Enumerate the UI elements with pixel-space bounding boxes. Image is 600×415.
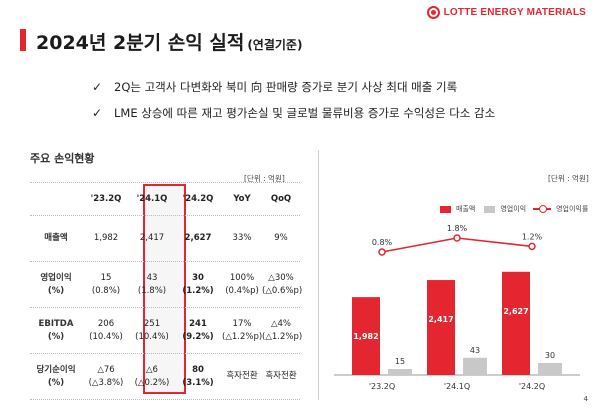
op-bar bbox=[463, 357, 487, 375]
row-label: 매출액 bbox=[44, 233, 68, 244]
table-header-cell: YoY bbox=[233, 193, 251, 204]
margin-point bbox=[378, 248, 386, 256]
table-cell: 흑자전환 bbox=[226, 371, 258, 382]
page-number: 4 bbox=[583, 395, 588, 403]
row-label: 영업이익 (%) bbox=[40, 272, 72, 296]
table-cell: 80 (3.1%) bbox=[182, 364, 214, 388]
table-header-cell: '24.2Q bbox=[182, 193, 214, 204]
bullet-item: ✓ LME 상승에 따른 재고 평가손실 및 글로벌 물류비용 증가로 수익성은… bbox=[92, 100, 495, 126]
table-cell: 251 (10.4%) bbox=[135, 318, 169, 342]
legend-label-margin: 영업이익률 bbox=[556, 205, 589, 213]
earnings-chart: 1,982 15 '23.2Q 2,417 43 '24.1Q 2,627 30 '24.2Q 0… bbox=[334, 224, 580, 391]
sales-bar-label: 1,982 bbox=[353, 332, 378, 341]
op-bar bbox=[538, 363, 562, 375]
row-label: EBITDA (%) bbox=[38, 318, 74, 342]
margin-label: 1.8% bbox=[447, 224, 468, 233]
brand-logo: LOTTE ENERGY MATERIALS bbox=[426, 6, 586, 19]
legend-swatch-op bbox=[484, 205, 496, 213]
logo-text: LOTTE ENERGY MATERIALS bbox=[443, 7, 586, 18]
table-cell: 30 (1.2%) bbox=[182, 272, 214, 296]
chart-legend: 매출액 영업이익 영업이익률 bbox=[440, 204, 588, 214]
op-bar bbox=[388, 369, 412, 375]
table-header-cell: QoQ bbox=[270, 193, 292, 204]
table-cell: 9% bbox=[274, 233, 288, 244]
table-cell: △76 (△3.8%) bbox=[88, 364, 124, 388]
chart-unit: [단위 : 억원] bbox=[548, 174, 589, 183]
row-label: 당기순이익 (%) bbox=[36, 364, 76, 388]
table-row: 매출액 1,982 2,417 2,627 33% 9% bbox=[30, 216, 300, 262]
sales-bar-label: 2,627 bbox=[503, 307, 528, 316]
bullet-item: ✓ 2Q는 고객사 다변화와 북미 向 판매량 증가로 분기 사상 최대 매출 … bbox=[92, 74, 495, 100]
check-icon: ✓ bbox=[92, 106, 103, 120]
page-title-sub: (연결기준) bbox=[247, 38, 303, 52]
table-cell: 2,417 bbox=[139, 233, 165, 244]
op-bar-label: 30 bbox=[545, 351, 555, 360]
title-accent-bar bbox=[20, 29, 26, 51]
x-tick-label: '23.2Q bbox=[369, 382, 395, 391]
page-title: 2024년 2분기 손익 실적 (연결기준) bbox=[36, 28, 302, 55]
table-cell: △4% (△1.2%p) bbox=[262, 318, 303, 342]
section-divider bbox=[318, 150, 319, 400]
table-unit: [단위 : 억원] bbox=[244, 174, 285, 183]
sales-bar bbox=[427, 280, 455, 375]
table-cell: 33% bbox=[232, 233, 252, 244]
table-row: 영업이익 (%) 15 (0.8%) 43 (1.8%) 30 (1.2%) 100%(… bbox=[30, 262, 303, 308]
legend-swatch-sales bbox=[440, 205, 451, 213]
legend-line-margin bbox=[533, 205, 552, 213]
table-header-cell: '24.1Q bbox=[136, 193, 168, 204]
summary-bullets: ✓ 2Q는 고객사 다변화와 북미 向 판매량 증가로 분기 사상 최대 매출 … bbox=[92, 74, 495, 126]
x-tick-label: '24.1Q bbox=[444, 382, 470, 391]
op-bar-label: 43 bbox=[470, 346, 480, 355]
table-cell: 15 (0.8%) bbox=[91, 272, 121, 296]
legend-label-sales: 매출액 bbox=[456, 205, 476, 213]
margin-point bbox=[453, 234, 461, 242]
margin-label: 1.2% bbox=[522, 232, 543, 241]
table-cell: 43 (1.8%) bbox=[137, 272, 167, 296]
table-header-cell: '23.2Q bbox=[90, 193, 122, 204]
table-row: EBITDA (%) 206 (10.4%) 251 (10.4%) 241 (9.2%… bbox=[30, 308, 303, 354]
table-cell: △6 (△0.2%) bbox=[134, 364, 170, 388]
table-header-row: '23.2Q '24.1Q '24.2Q YoY QoQ bbox=[30, 182, 300, 216]
op-bar-label: 15 bbox=[395, 357, 405, 366]
legend-label-op: 영업이익 bbox=[500, 205, 527, 213]
sales-bar bbox=[502, 271, 530, 375]
table-row: 당기순이익 (%) △76 (△3.8%) △6 (△0.2%) 80 (3.1%) 흑… bbox=[30, 354, 300, 400]
pl-table: '23.2Q '24.1Q '24.2Q YoY QoQ 매출액 1,982 2… bbox=[30, 182, 303, 400]
table-cell: 206 (10.4%) bbox=[89, 318, 123, 342]
bullet-text: LME 상승에 따른 재고 평가손실 및 글로벌 물류비용 증가로 수익성은 다… bbox=[114, 106, 496, 120]
section-label: 주요 손익현황 bbox=[30, 152, 95, 165]
table-cell: △30% (△0.6%p) bbox=[262, 272, 303, 296]
sales-bar bbox=[352, 297, 380, 375]
table-cell: 2,627 bbox=[184, 233, 212, 244]
table-cell: 흑자전환 bbox=[265, 371, 297, 382]
table-cell: 241 (9.2%) bbox=[182, 318, 214, 342]
check-icon: ✓ bbox=[92, 80, 103, 94]
highlight-column-box bbox=[143, 184, 186, 394]
x-tick-label: '24.2Q bbox=[519, 382, 545, 391]
margin-point bbox=[528, 242, 536, 251]
sales-bar-label: 2,417 bbox=[428, 315, 453, 324]
bullet-text: 2Q는 고객사 다변화와 북미 向 판매량 증가로 분기 사상 최대 매출 기록 bbox=[114, 80, 458, 94]
margin-label: 0.8% bbox=[372, 238, 393, 247]
page-title-text: 2024년 2분기 손익 실적 bbox=[36, 32, 245, 54]
table-cell: 100% (0.4%p) bbox=[225, 272, 259, 296]
lotte-logo-icon bbox=[426, 6, 440, 19]
header-bar: LOTTE ENERGY MATERIALS bbox=[0, 0, 600, 27]
table-cell: 17% (△1.2%p) bbox=[222, 318, 263, 342]
table-cell: 1,982 bbox=[93, 233, 119, 244]
